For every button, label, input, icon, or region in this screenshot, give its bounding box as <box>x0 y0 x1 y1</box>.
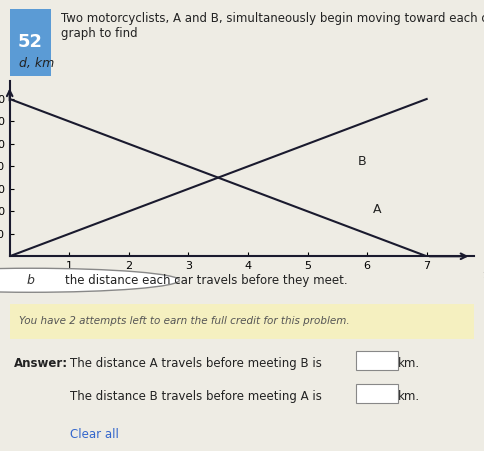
Text: A: A <box>373 202 381 216</box>
Text: The distance B travels before meeting A is: The distance B travels before meeting A … <box>70 390 322 403</box>
Text: B: B <box>358 156 367 168</box>
FancyBboxPatch shape <box>10 9 51 76</box>
Circle shape <box>0 268 179 292</box>
Text: You have 2 attempts left to earn the full credit for this problem.: You have 2 attempts left to earn the ful… <box>19 317 349 327</box>
FancyBboxPatch shape <box>356 384 398 403</box>
Text: t, h: t, h <box>483 268 484 281</box>
Text: d, km: d, km <box>19 57 54 70</box>
Text: Answer:: Answer: <box>15 357 68 370</box>
Text: km.: km. <box>398 390 420 403</box>
Text: The distance A travels before meeting B is: The distance A travels before meeting B … <box>70 357 322 370</box>
Text: km.: km. <box>398 357 420 370</box>
Text: Two motorcyclists, A and B, simultaneously begin moving toward each other. Use t: Two motorcyclists, A and B, simultaneous… <box>61 12 484 40</box>
FancyBboxPatch shape <box>356 351 398 370</box>
Text: b: b <box>27 274 34 287</box>
Text: 52: 52 <box>18 33 43 51</box>
Text: Clear all: Clear all <box>70 428 119 441</box>
Text: the distance each car travels before they meet.: the distance each car travels before the… <box>65 274 348 287</box>
FancyBboxPatch shape <box>10 304 474 339</box>
